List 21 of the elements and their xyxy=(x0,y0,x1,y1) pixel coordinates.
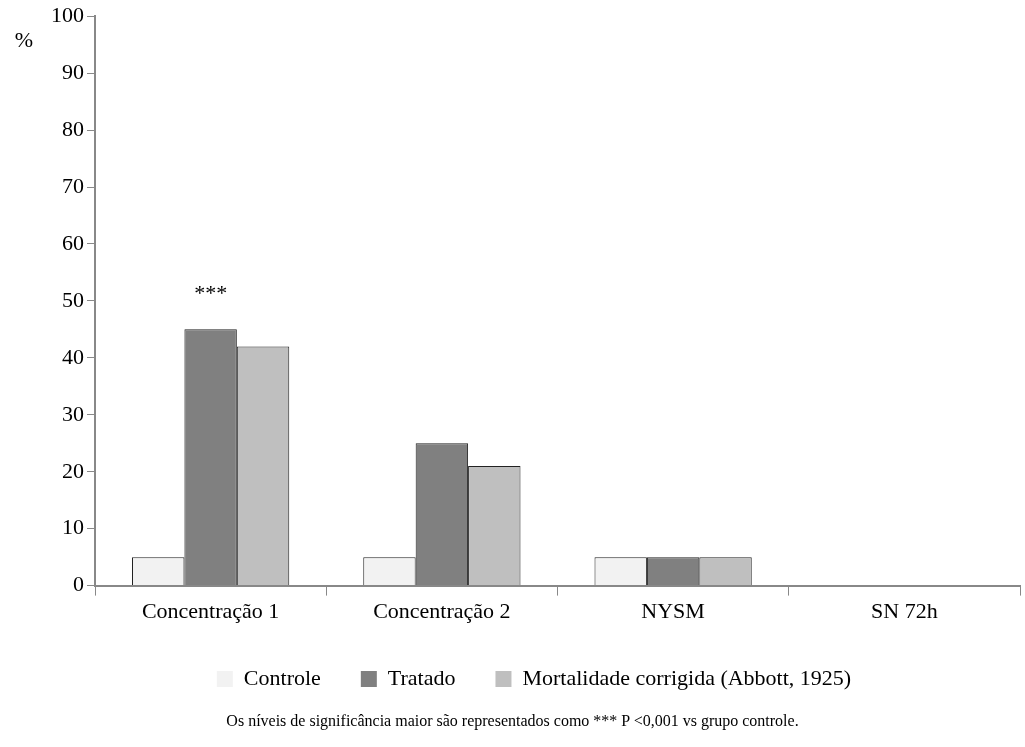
y-tick-label: 10 xyxy=(62,514,84,540)
x-tick-label: NYSM xyxy=(641,597,705,623)
x-tick-label: SN 72h xyxy=(871,597,938,623)
y-tick-label: 0 xyxy=(73,571,84,597)
y-tick-label: 20 xyxy=(62,457,84,483)
legend-label: Tratado xyxy=(387,664,456,690)
legend-label: Mortalidade corrigida (Abbott, 1925) xyxy=(522,664,852,690)
y-axis-title: % xyxy=(14,26,34,52)
x-tick-label: Concentração 2 xyxy=(373,597,511,623)
y-tick-label: 50 xyxy=(62,286,84,312)
annotation: *** xyxy=(194,280,228,306)
x-tick-label: Concentração 1 xyxy=(141,597,280,623)
text: Os níveis de significância maior são representados como *** P <0,001 vs grupo controle. xyxy=(225,712,800,730)
y-tick-label: 60 xyxy=(62,229,84,255)
y-tick-label: 100 xyxy=(51,1,84,27)
y-tick-label: 70 xyxy=(62,172,84,198)
y-tick-label: 80 xyxy=(62,115,84,141)
legend-label: Controle xyxy=(243,664,321,690)
y-tick-label: 30 xyxy=(62,400,84,426)
y-tick-label: 90 xyxy=(62,58,84,84)
y-tick-label: 40 xyxy=(62,343,84,369)
